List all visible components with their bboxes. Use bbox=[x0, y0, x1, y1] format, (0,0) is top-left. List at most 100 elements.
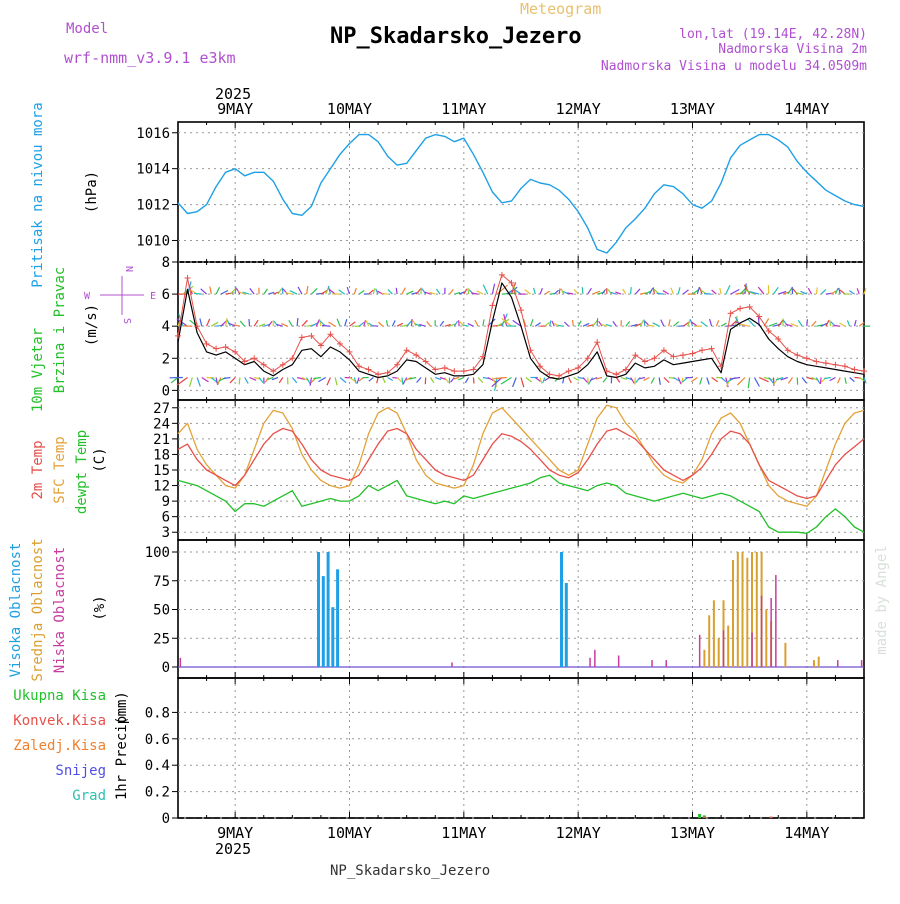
wind-arrow bbox=[574, 289, 578, 294]
wind-arrow bbox=[850, 378, 855, 382]
wind-arrow bbox=[545, 322, 550, 326]
altitude-label: Nadmorska Visina 2m bbox=[718, 42, 867, 57]
sfc-title: SFC Temp bbox=[52, 436, 68, 503]
wind-arrow bbox=[473, 378, 474, 384]
wind-title: 10m Vjetar bbox=[30, 328, 46, 412]
model-label: Model bbox=[66, 21, 108, 37]
precip-legend-item: Zaledj.Kisa bbox=[13, 738, 106, 754]
wind-arrow bbox=[812, 321, 817, 326]
cloud-bar-mid bbox=[732, 560, 734, 667]
wind-arrow bbox=[207, 378, 215, 379]
wind-arrow bbox=[774, 287, 779, 294]
wind-arrow bbox=[239, 378, 240, 385]
precip-legend-item: Snijeg bbox=[55, 763, 106, 779]
wind-arrow bbox=[372, 326, 378, 327]
cloud-bar-low bbox=[861, 660, 863, 667]
wind-arrow bbox=[678, 287, 680, 294]
y-tick-label: 1010 bbox=[136, 233, 170, 249]
gust-marker bbox=[832, 362, 838, 368]
gust-marker bbox=[299, 334, 305, 340]
wind-arrow bbox=[631, 378, 635, 384]
temp-unit: (C) bbox=[92, 447, 108, 472]
wind-arrow bbox=[427, 321, 431, 326]
wind-arrow bbox=[245, 378, 249, 384]
wind-arrow bbox=[774, 378, 779, 385]
wind-barbs-upper bbox=[178, 282, 866, 295]
wind-arrow bbox=[603, 378, 607, 383]
wind-arrow bbox=[369, 378, 374, 382]
cloud-bar-high bbox=[317, 552, 320, 667]
wind-arrow bbox=[216, 287, 219, 294]
station-title: NP_Skadarsko_Jezero bbox=[330, 24, 582, 49]
wind-arrow bbox=[392, 320, 395, 326]
wind-arrow bbox=[388, 290, 393, 295]
precip-legend-item: Konvek.Kisa bbox=[13, 713, 106, 729]
wind-arrow bbox=[748, 378, 750, 389]
pressure-title: Pritisak na nivou mora bbox=[30, 102, 46, 287]
dewpt-line bbox=[178, 475, 864, 533]
wind-arrow bbox=[226, 318, 227, 326]
wind-arrow bbox=[701, 322, 707, 327]
wind-arrow bbox=[659, 378, 660, 385]
wind-arrow bbox=[857, 288, 859, 294]
wind-arrow bbox=[535, 323, 540, 327]
wind-arrow bbox=[483, 285, 488, 295]
cloud-bar-low bbox=[589, 658, 591, 667]
cloud-bar-low bbox=[651, 660, 653, 667]
wind-arrow bbox=[373, 288, 374, 294]
wind-arrow bbox=[403, 378, 407, 385]
wind-arrow bbox=[264, 289, 268, 294]
wind-arrow bbox=[297, 318, 298, 326]
gust-marker bbox=[861, 368, 867, 374]
wind-arrow bbox=[265, 378, 268, 383]
wind-arrow bbox=[201, 289, 207, 294]
wind-arrow bbox=[413, 320, 417, 326]
wind-arrow bbox=[558, 325, 564, 326]
wind-arrow bbox=[710, 319, 712, 326]
wind-arrow bbox=[350, 322, 356, 326]
wind-arrow bbox=[250, 288, 254, 294]
wind-arrow bbox=[559, 289, 560, 295]
pressure-series bbox=[178, 135, 864, 253]
wind-arrow bbox=[635, 378, 636, 385]
pressure-unit: (hPa) bbox=[84, 171, 100, 213]
dewpt-title: dewpt Temp bbox=[74, 430, 90, 514]
wind-arrow bbox=[613, 321, 616, 326]
wind-arrow bbox=[730, 378, 740, 380]
wind-arrow bbox=[320, 319, 321, 326]
y-tick-label: 0.2 bbox=[145, 785, 170, 801]
cloud-bar-mid bbox=[713, 600, 715, 667]
y-tick-label: 15 bbox=[153, 463, 170, 479]
wind-arrow bbox=[807, 319, 808, 326]
wind-arrow bbox=[707, 378, 709, 385]
cloud-bar-low bbox=[775, 575, 777, 667]
credit: made by Angel bbox=[874, 545, 890, 655]
gust-marker bbox=[404, 347, 410, 353]
wind-arrow bbox=[540, 288, 542, 294]
wind-arrow bbox=[840, 323, 845, 326]
wind-arrow bbox=[525, 290, 531, 295]
wind-arrow bbox=[359, 291, 364, 295]
wind-arrow bbox=[691, 378, 697, 382]
wind-arrow bbox=[737, 378, 745, 386]
wind-arrow bbox=[235, 287, 236, 294]
cloud-bar-low bbox=[180, 658, 182, 667]
wind-arrow bbox=[608, 289, 612, 294]
wind-arrow bbox=[402, 288, 406, 294]
wind-arrow bbox=[269, 321, 273, 326]
wind-arrow bbox=[416, 289, 421, 295]
gust-marker bbox=[366, 367, 372, 373]
wind-arrow bbox=[327, 378, 330, 386]
wind-arrow bbox=[278, 289, 282, 295]
wind-arrow bbox=[830, 320, 831, 326]
footer-station: NP_Skadarsko_Jezero bbox=[330, 863, 490, 879]
wind-arrow bbox=[431, 378, 434, 383]
panel-frame bbox=[178, 122, 864, 262]
wind-arrow bbox=[834, 326, 840, 327]
wind-arrow bbox=[754, 378, 759, 387]
gust-marker bbox=[185, 275, 191, 281]
cloud-bar-high bbox=[565, 583, 568, 667]
